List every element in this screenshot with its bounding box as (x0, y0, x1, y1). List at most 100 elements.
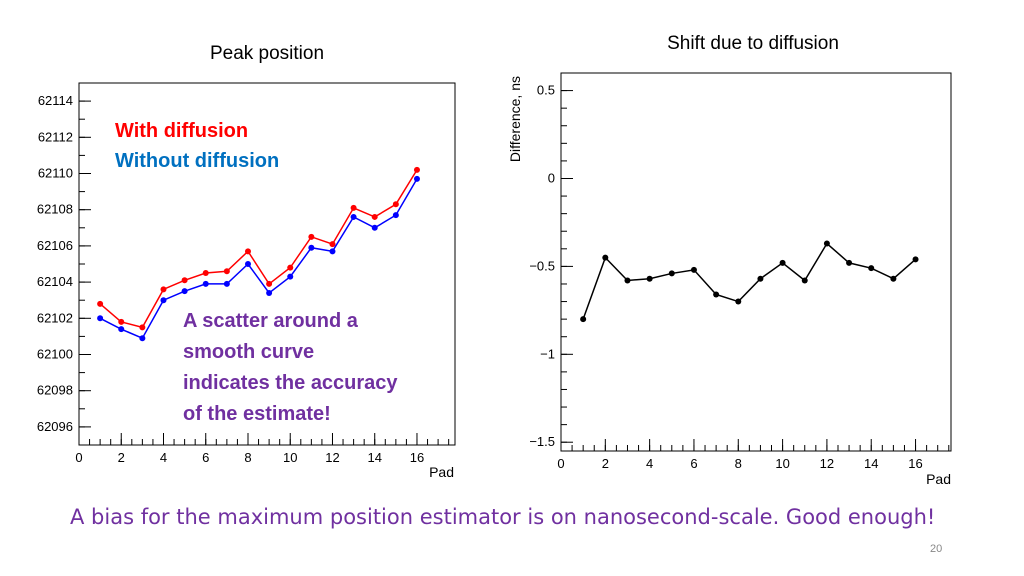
data-point (580, 316, 587, 323)
data-point (139, 324, 146, 331)
series-group (97, 166, 420, 342)
data-point (392, 212, 399, 219)
note-line-4: of the estimate! (183, 403, 331, 425)
y-tick-label: −0.5 (529, 258, 555, 273)
x-tick-label: 12 (820, 456, 834, 471)
x-axis: 0 2 4 6 8 10 12 14 16 (557, 439, 950, 471)
data-point (413, 175, 420, 182)
data-point (392, 201, 399, 208)
data-point (97, 300, 104, 307)
chart-title: Shift due to diffusion (667, 33, 839, 54)
data-point (202, 270, 209, 277)
y-tick-label: 62104 (37, 274, 73, 289)
series-line-2 (99, 178, 418, 340)
y-tick-label: 62100 (37, 347, 73, 362)
data-point (287, 264, 294, 271)
data-point (846, 259, 853, 266)
data-point (868, 265, 875, 272)
data-point (801, 277, 808, 284)
data-point (350, 213, 357, 220)
series-group (580, 240, 919, 323)
x-tick-label: 2 (602, 456, 609, 471)
x-tick-label: 4 (646, 456, 653, 471)
y-tick-label: 62102 (37, 310, 73, 325)
x-tick-label: 12 (325, 450, 339, 465)
data-point (266, 280, 273, 287)
data-point (97, 315, 104, 322)
data-point (329, 248, 336, 255)
x-tick-label: 0 (557, 456, 564, 471)
y-tick-label: 62110 (38, 166, 73, 181)
y-axis: 62096 62098 62100 62102 62104 62106 62108 62110… (37, 82, 91, 446)
y-tick-label: 62108 (37, 202, 73, 217)
data-point (413, 166, 420, 173)
x-axis-title: Pad (429, 464, 454, 480)
data-point (371, 213, 378, 220)
x-tick-label: 10 (283, 450, 297, 465)
y-axis: 0.5 0 −0.5 −1 −1.5 (529, 83, 573, 449)
data-point (329, 241, 336, 248)
data-point (266, 289, 273, 296)
data-point (244, 248, 251, 255)
x-tick-label: 6 (690, 456, 697, 471)
data-point (912, 256, 919, 263)
y-tick-label: −1 (540, 346, 555, 361)
y-tick-label: 62098 (37, 383, 73, 398)
x-tick-label: 4 (160, 450, 167, 465)
data-point (757, 275, 764, 282)
data-point (779, 259, 786, 266)
data-point (181, 288, 188, 295)
data-point (690, 266, 697, 273)
data-point (223, 268, 230, 275)
data-point (890, 275, 897, 282)
data-point (181, 277, 188, 284)
y-tick-label: 62106 (37, 238, 73, 253)
x-tick-label: 10 (775, 456, 789, 471)
data-point (308, 233, 315, 240)
data-point (713, 291, 720, 298)
x-tick-label: 6 (202, 450, 209, 465)
data-point (823, 240, 830, 247)
x-tick-label: 16 (908, 456, 922, 471)
data-point (223, 280, 230, 287)
data-point (118, 318, 125, 325)
y-tick-label: −1.5 (529, 434, 555, 449)
note-line-1: A scatter around a (183, 310, 359, 332)
y-tick-label: 62096 (37, 419, 73, 434)
x-tick-label: 8 (244, 450, 251, 465)
x-axis-title: Pad (926, 471, 951, 487)
data-point (668, 270, 675, 277)
x-tick-label: 16 (410, 450, 424, 465)
data-point (602, 254, 609, 261)
data-point (244, 261, 251, 267)
y-tick-label: 62112 (38, 129, 73, 144)
legend-without-diffusion: Without diffusion (115, 150, 279, 172)
series-line-1 (99, 169, 418, 329)
data-point (624, 277, 631, 284)
data-point (308, 244, 315, 251)
data-point (287, 273, 294, 280)
data-point (350, 204, 357, 211)
x-axis: 0 2 4 6 8 10 12 14 16 (75, 433, 450, 465)
y-tick-label: 0 (548, 170, 555, 185)
data-point (160, 297, 167, 304)
plot-frame (560, 72, 952, 452)
x-tick-label: 2 (118, 450, 125, 465)
data-point (202, 280, 209, 287)
page-number: 20 (930, 543, 943, 555)
series-line-1 (582, 242, 917, 320)
data-point (160, 286, 167, 293)
y-tick-label: 62114 (38, 93, 73, 108)
note-line-3: indicates the accuracy (183, 372, 398, 394)
data-point (371, 224, 378, 231)
y-axis-title: Difference, ns (507, 76, 523, 162)
x-tick-label: 0 (75, 450, 82, 465)
x-tick-label: 8 (735, 456, 742, 471)
data-point (735, 298, 742, 305)
data-point (646, 275, 653, 282)
note-line-2: smooth curve (183, 341, 314, 363)
legend-with-diffusion: With diffusion (115, 120, 248, 142)
